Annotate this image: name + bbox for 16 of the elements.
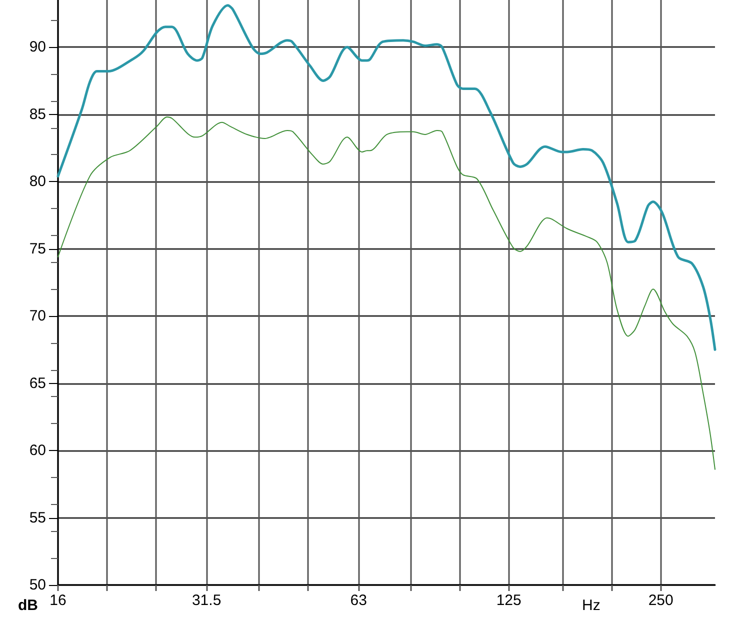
y-axis-title: dB xyxy=(18,597,38,614)
x-tick-label: 250 xyxy=(648,592,674,609)
x-axis-title: Hz xyxy=(582,597,600,614)
y-tick-label: 70 xyxy=(29,308,46,325)
y-tick-label: 65 xyxy=(29,374,46,392)
y-tick-label: 85 xyxy=(29,106,46,123)
y-tick-label: 80 xyxy=(29,173,46,190)
y-tick-label: 90 xyxy=(29,38,46,56)
x-tick-label: 125 xyxy=(496,592,522,609)
x-tick-label: 63 xyxy=(350,592,367,609)
x-tick-label: 31.5 xyxy=(192,592,222,609)
y-tick-label: 75 xyxy=(29,240,46,258)
y-tick-label: 50 xyxy=(29,576,46,594)
y-tick-label: 60 xyxy=(29,442,46,460)
y-tick-label: 55 xyxy=(29,509,46,526)
x-tick-label: 16 xyxy=(50,592,66,609)
